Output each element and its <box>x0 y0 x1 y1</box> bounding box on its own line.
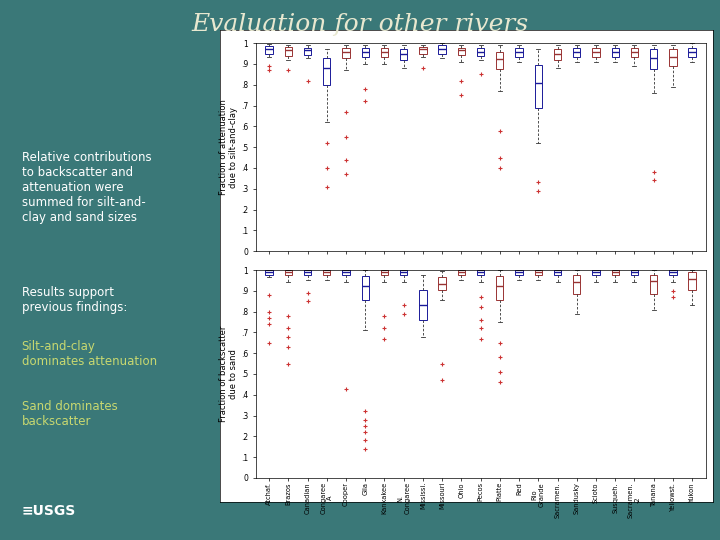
Bar <box>573 275 580 294</box>
Bar <box>419 48 426 53</box>
Bar <box>650 275 657 294</box>
Text: Results support
previous findings:: Results support previous findings: <box>22 286 127 314</box>
Bar <box>342 270 350 275</box>
Bar <box>535 270 542 275</box>
Bar <box>650 50 657 69</box>
Text: Silt-and-clay
dominates attenuation: Silt-and-clay dominates attenuation <box>22 340 157 368</box>
Bar <box>284 270 292 275</box>
Bar <box>611 270 619 275</box>
Text: Evaluation for other rivers: Evaluation for other rivers <box>192 14 528 37</box>
Bar <box>284 48 292 56</box>
Bar <box>304 49 311 55</box>
Bar <box>593 48 600 57</box>
Bar <box>361 276 369 300</box>
Bar <box>477 49 485 56</box>
Bar <box>688 272 696 290</box>
Bar <box>670 50 677 66</box>
Y-axis label: Fraction of attenuation
due to silt-and-clay: Fraction of attenuation due to silt-and-… <box>219 99 238 195</box>
Bar <box>323 58 330 85</box>
Bar <box>304 270 311 275</box>
Bar <box>631 48 638 57</box>
Bar <box>438 277 446 290</box>
Bar <box>516 49 523 57</box>
Bar <box>611 48 619 57</box>
Bar <box>323 270 330 275</box>
Bar <box>496 276 503 300</box>
Bar <box>535 65 542 107</box>
Bar <box>266 270 273 274</box>
Bar <box>631 270 638 275</box>
Bar <box>516 270 523 275</box>
Bar <box>458 270 465 275</box>
Bar <box>400 50 408 60</box>
Bar <box>477 270 485 275</box>
Bar <box>342 49 350 58</box>
Text: Sand dominates
backscatter: Sand dominates backscatter <box>22 400 117 428</box>
Bar <box>361 49 369 57</box>
Bar <box>381 49 388 57</box>
Text: ≡USGS: ≡USGS <box>22 504 76 518</box>
Bar <box>554 50 561 60</box>
Bar <box>496 51 503 69</box>
Bar <box>573 48 580 57</box>
Bar <box>381 270 388 275</box>
Text: Relative contributions
to backscatter and
attenuation were
summed for silt-and-
: Relative contributions to backscatter an… <box>22 151 151 224</box>
Bar <box>554 270 561 275</box>
Bar <box>593 270 600 275</box>
Bar <box>688 48 696 57</box>
Bar <box>266 46 273 53</box>
Bar <box>400 270 408 275</box>
Bar <box>458 48 465 55</box>
Bar <box>438 45 446 53</box>
Bar <box>419 290 426 320</box>
Bar <box>670 270 677 275</box>
Y-axis label: Fraction of backscatter
due to sand: Fraction of backscatter due to sand <box>219 326 238 422</box>
